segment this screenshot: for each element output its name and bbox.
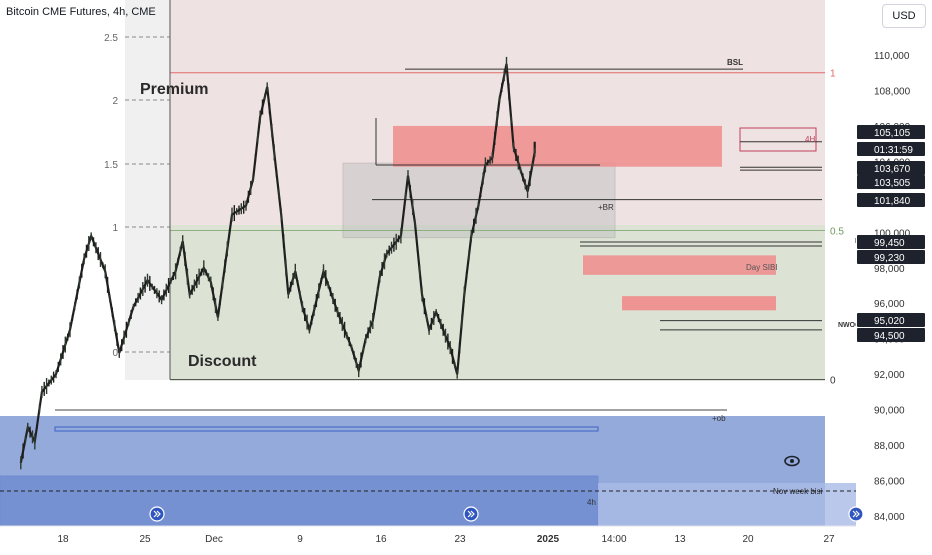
eye-icon-pupil bbox=[790, 459, 794, 463]
price-tag bbox=[857, 161, 925, 175]
y-tick-label: 96,000 bbox=[874, 299, 905, 310]
fib-column bbox=[125, 0, 170, 380]
eye-icon bbox=[784, 455, 800, 467]
x-tick-label: 9 bbox=[297, 534, 303, 545]
jump-arrow-glyph bbox=[852, 510, 860, 518]
nov-week-label: Nov week bisi bbox=[773, 487, 823, 496]
jump-arrow-glyph bbox=[467, 510, 475, 518]
price-tag-text: 105,105 bbox=[874, 128, 911, 139]
fib-label: 2 bbox=[112, 96, 118, 107]
fib-label: 0 bbox=[112, 348, 118, 359]
y-tick-label: 84,000 bbox=[874, 512, 905, 523]
orderblock-extension bbox=[598, 483, 856, 526]
fib-label: 2.5 bbox=[104, 33, 118, 44]
price-tag-text: 01:31:59 bbox=[874, 145, 913, 156]
bsl-label: BSL bbox=[727, 58, 743, 67]
bearish-fvg-top bbox=[393, 125, 722, 167]
x-tick-label: 23 bbox=[454, 534, 466, 545]
y-tick-label: 88,000 bbox=[874, 441, 905, 452]
x-tick-label: 13 bbox=[674, 534, 686, 545]
fib-label: 1 bbox=[112, 223, 118, 234]
day-sibi-label: Day SIBI bbox=[746, 263, 778, 272]
price-tag-text: 99,230 bbox=[874, 253, 905, 264]
x-tick-label: 20 bbox=[742, 534, 754, 545]
price-tag-text: 99,450 bbox=[874, 238, 905, 249]
y-tick-label: 98,000 bbox=[874, 264, 905, 275]
ob-label: +ob bbox=[712, 414, 726, 423]
premium-label: Premium bbox=[140, 81, 208, 98]
range-label-bottom: 0 bbox=[830, 375, 836, 386]
x-tick-label: Dec bbox=[205, 534, 223, 545]
price-tag bbox=[857, 328, 925, 342]
price-tag-text: 103,505 bbox=[874, 178, 911, 189]
ob-4h-label: 4h bbox=[587, 498, 596, 507]
fib-label: 1.5 bbox=[104, 160, 118, 171]
br-label: +BR bbox=[598, 203, 614, 212]
thin-ob-box bbox=[54, 426, 599, 432]
range-label-top: 1 bbox=[830, 69, 836, 80]
jump-arrow-glyph bbox=[153, 510, 161, 518]
day-sibi-zone bbox=[583, 255, 776, 275]
price-tag bbox=[857, 125, 925, 139]
x-tick-label: 14:00 bbox=[601, 534, 626, 545]
x-tick-label: 27 bbox=[823, 534, 835, 545]
y-tick-label: 90,000 bbox=[874, 406, 905, 417]
y-tick-label: 92,000 bbox=[874, 370, 905, 381]
price-tag bbox=[857, 175, 925, 189]
price-tag bbox=[857, 250, 925, 264]
h4-label: 4H bbox=[805, 135, 815, 144]
lower-sibi-zone bbox=[622, 296, 776, 311]
h4-box bbox=[739, 127, 817, 152]
y-tick-label: 86,000 bbox=[874, 477, 905, 488]
chart-title: Bitcoin CME Futures, 4h, CME bbox=[6, 6, 156, 18]
orderblock-inner bbox=[0, 475, 599, 527]
discount-label: Discount bbox=[188, 353, 257, 370]
price-tag-text: 101,840 bbox=[874, 196, 911, 207]
x-tick-label: 25 bbox=[139, 534, 151, 545]
x-tick-label: 18 bbox=[57, 534, 69, 545]
price-tag bbox=[857, 313, 925, 327]
price-tag-text: 103,670 bbox=[874, 164, 911, 175]
y-tick-label: 100,000 bbox=[874, 228, 911, 239]
price-tag-text: 95,020 bbox=[874, 316, 905, 327]
x-axis-panel bbox=[0, 526, 932, 550]
y-tick-label: 110,000 bbox=[874, 51, 910, 62]
price-tag bbox=[857, 235, 925, 249]
range-label-mid: 0.5 bbox=[830, 227, 844, 238]
currency-button[interactable]: USD bbox=[882, 4, 926, 28]
x-tick-label: 16 bbox=[375, 534, 387, 545]
y-tick-label: 108,000 bbox=[874, 86, 911, 97]
price-tag-text: 94,500 bbox=[874, 331, 905, 342]
price-tag bbox=[857, 142, 925, 156]
x-tick-label: 2025 bbox=[537, 534, 560, 545]
price-tag bbox=[857, 193, 925, 207]
